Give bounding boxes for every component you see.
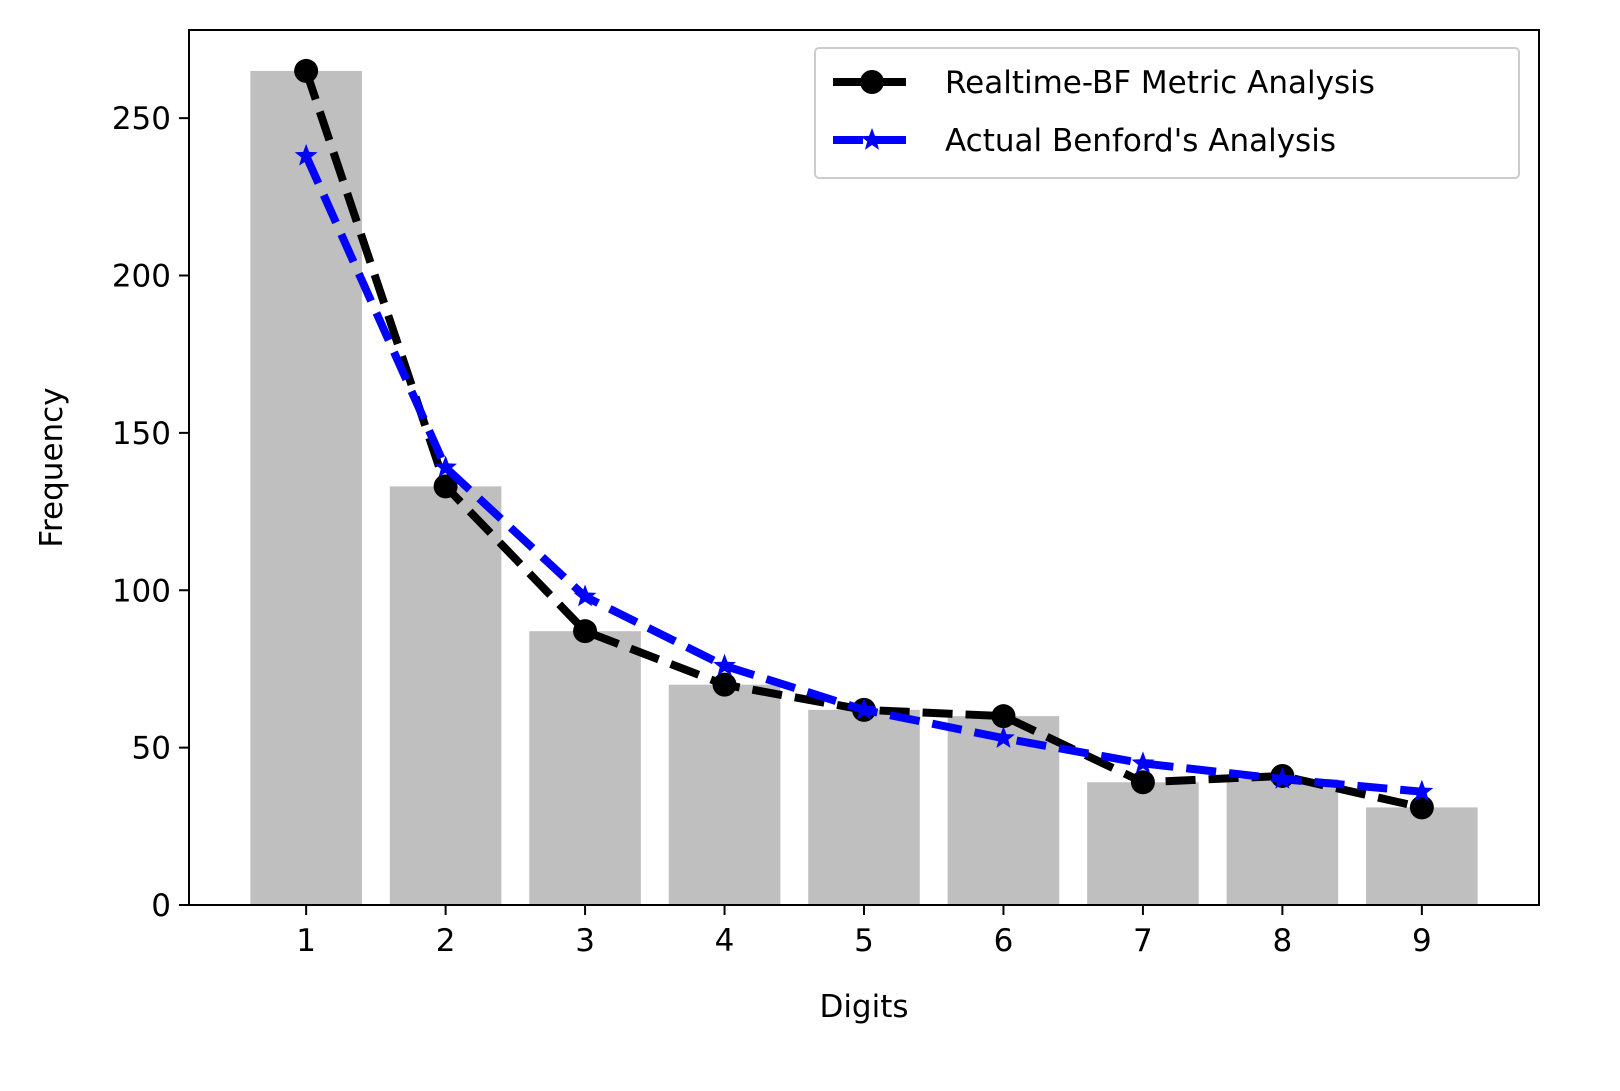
series-1-point-7 xyxy=(1130,770,1155,795)
y-tick-label: 100 xyxy=(112,573,171,609)
y-axis-label: Frequency xyxy=(34,387,70,547)
y-tick-label: 0 xyxy=(151,888,171,924)
series-1-point-6 xyxy=(991,704,1016,729)
series-2-point-4 xyxy=(713,653,736,676)
series-2-point-5 xyxy=(852,697,876,720)
lines-layer xyxy=(294,58,1434,820)
series-1-point-3 xyxy=(573,619,598,644)
bar-8 xyxy=(1226,779,1339,905)
bar-2 xyxy=(389,486,502,905)
bar-3 xyxy=(529,631,641,905)
series-2-point-1 xyxy=(294,143,318,166)
series-1-point-1 xyxy=(294,58,319,83)
series-2-point-7 xyxy=(1131,751,1155,774)
x-tick-label: 9 xyxy=(1412,923,1432,959)
y-tick-label: 150 xyxy=(112,416,171,452)
bar-9 xyxy=(1366,807,1478,905)
series-2-point-9 xyxy=(1410,779,1434,802)
legend-label: Realtime-BF Metric Analysis xyxy=(945,65,1375,101)
y-tick-label: 200 xyxy=(112,259,171,295)
bars-layer xyxy=(250,70,1478,906)
y-axis-ticks: 0 50 100 150 200 250 xyxy=(112,101,189,924)
legend-box xyxy=(814,47,1520,179)
legend-item-1: Realtime-BF Metric Analysis xyxy=(833,65,1375,101)
legend-marker xyxy=(860,128,884,150)
legend-item-2: Actual Benford's Analysis xyxy=(833,123,1336,159)
x-tick-label: 4 xyxy=(715,923,735,959)
x-tick-label: 1 xyxy=(296,923,316,959)
series-1-point-9 xyxy=(1409,795,1434,820)
bar-5 xyxy=(808,709,920,905)
series-2-point-6 xyxy=(992,726,1015,748)
series-2-point-3 xyxy=(573,584,597,607)
x-tick-label: 6 xyxy=(994,923,1014,959)
bar-4 xyxy=(668,684,781,905)
series-1-point-4 xyxy=(712,672,737,697)
x-tick-label: 3 xyxy=(575,923,595,959)
series-2-point-2 xyxy=(434,455,458,478)
x-axis-label: Digits xyxy=(819,989,908,1025)
bar-7 xyxy=(1087,782,1199,905)
x-axis-ticks: 1 2 3 4 5 6 7 8 9 xyxy=(296,905,1432,959)
legend: Realtime-BF Metric Analysis Actual Benfor… xyxy=(814,47,1520,179)
x-tick-label: 5 xyxy=(854,923,874,959)
legend-label: Actual Benford's Analysis xyxy=(945,123,1336,159)
series-2-point-8 xyxy=(1270,767,1294,789)
bar-1 xyxy=(250,70,362,906)
legend-marker xyxy=(860,70,884,94)
x-tick-label: 7 xyxy=(1133,923,1153,959)
x-tick-label: 8 xyxy=(1273,923,1293,959)
series-1-point-2 xyxy=(433,474,458,499)
y-tick-label: 250 xyxy=(112,101,171,137)
y-tick-label: 50 xyxy=(132,731,171,767)
x-tick-label: 2 xyxy=(436,923,456,959)
